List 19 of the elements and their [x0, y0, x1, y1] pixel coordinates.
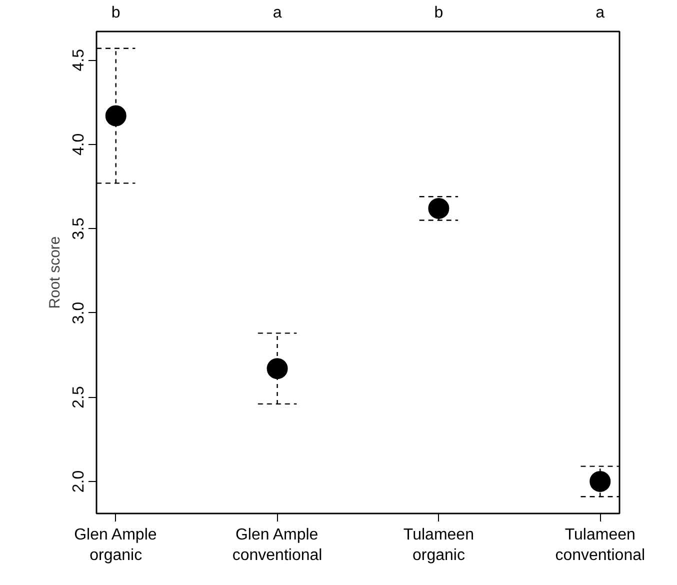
text: b	[434, 4, 444, 22]
x-tick-label: Tulameen conventional	[555, 526, 646, 564]
text: a	[596, 4, 605, 22]
text: a	[272, 4, 282, 22]
y-tick-label: 3.5	[70, 217, 88, 240]
y-axis-title: Root score	[46, 236, 64, 309]
text: b	[111, 4, 120, 22]
x-tick-label: Glen Ample conventional	[232, 526, 322, 564]
x-tick-label: Tulameen organic	[403, 526, 474, 564]
point	[590, 471, 611, 492]
x-tick-label: Glen Ample organic	[74, 526, 157, 564]
y-tick-label: 2.5	[70, 386, 88, 408]
point	[105, 105, 126, 126]
point	[428, 198, 450, 219]
y-tick-label: 3.0	[70, 302, 88, 324]
point	[266, 358, 288, 380]
y-tick-label: 2.0	[70, 470, 88, 493]
y-tick-label: 4.0	[70, 133, 88, 156]
y-tick-label: 4.5	[70, 48, 88, 72]
